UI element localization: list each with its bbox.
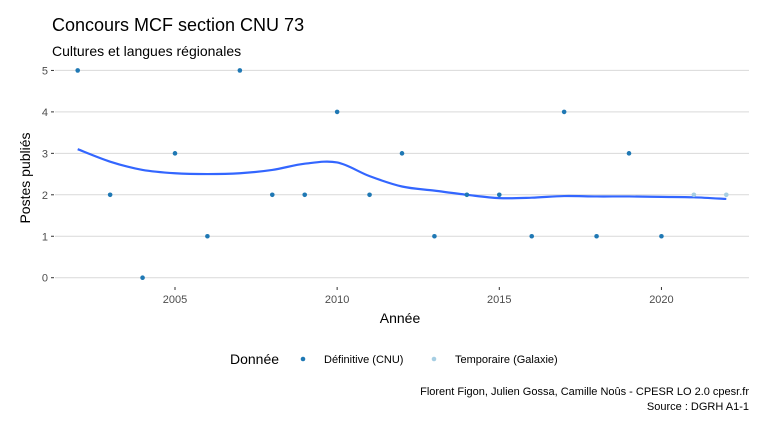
point-definitive	[172, 151, 178, 156]
caption-source: Source : DGRH A1-1	[647, 401, 749, 413]
point-definitive	[367, 192, 372, 198]
x-tick-label: 2020	[649, 294, 673, 306]
point-definitive	[496, 192, 502, 198]
point-definitive	[269, 192, 275, 198]
point-definitive	[626, 151, 632, 156]
point-definitive	[140, 275, 145, 281]
point-temporaire	[691, 192, 697, 198]
x-tick-label: 2005	[163, 294, 187, 306]
x-axis-title: Année	[380, 310, 421, 326]
y-tick-label: 0	[42, 273, 48, 285]
legend-title: Donnée	[230, 351, 279, 367]
data-points	[75, 68, 729, 281]
y-tick-label: 4	[42, 107, 48, 119]
point-definitive	[302, 192, 308, 198]
point-temporaire	[723, 192, 729, 198]
point-definitive	[334, 109, 340, 115]
smooth-line	[77, 148, 727, 201]
point-definitive	[205, 233, 210, 239]
point-definitive	[464, 192, 470, 198]
legend-label-definitive: Définitive (CNU)	[324, 354, 403, 366]
point-definitive	[399, 151, 405, 156]
y-tick-label: 3	[42, 148, 48, 160]
point-definitive	[659, 233, 664, 239]
legend-label-temporaire: Temporaire (Galaxie)	[455, 354, 558, 366]
chart-title: Concours MCF section CNU 73	[52, 15, 304, 35]
legend-key-temporaire	[431, 356, 437, 362]
point-definitive	[529, 233, 535, 239]
point-definitive	[594, 233, 599, 239]
point-definitive	[75, 68, 81, 73]
y-axis-ticks: 0 1 2 3 4 5	[42, 65, 54, 285]
x-tick-label: 2010	[325, 294, 349, 306]
y-tick-label: 1	[42, 231, 48, 243]
x-tick-label: 2015	[487, 294, 511, 306]
caption-authors: Florent Figon, Julien Gossa, Camille Noû…	[420, 386, 749, 398]
y-tick-label: 5	[42, 65, 48, 77]
gridlines	[55, 69, 749, 279]
point-definitive	[237, 68, 243, 73]
point-definitive	[107, 192, 113, 198]
chart-subtitle: Cultures et langues régionales	[52, 43, 241, 59]
x-axis-ticks: 2005 2010 2015 2020	[163, 287, 674, 306]
point-definitive	[432, 233, 437, 239]
y-axis-title: Postes publiés	[17, 132, 33, 223]
legend-key-definitive	[300, 356, 306, 362]
smooth-trend	[77, 148, 727, 201]
y-tick-label: 2	[42, 190, 48, 202]
point-definitive	[561, 109, 567, 115]
legend: Donnée Définitive (CNU) Temporaire (Gala…	[230, 351, 558, 367]
